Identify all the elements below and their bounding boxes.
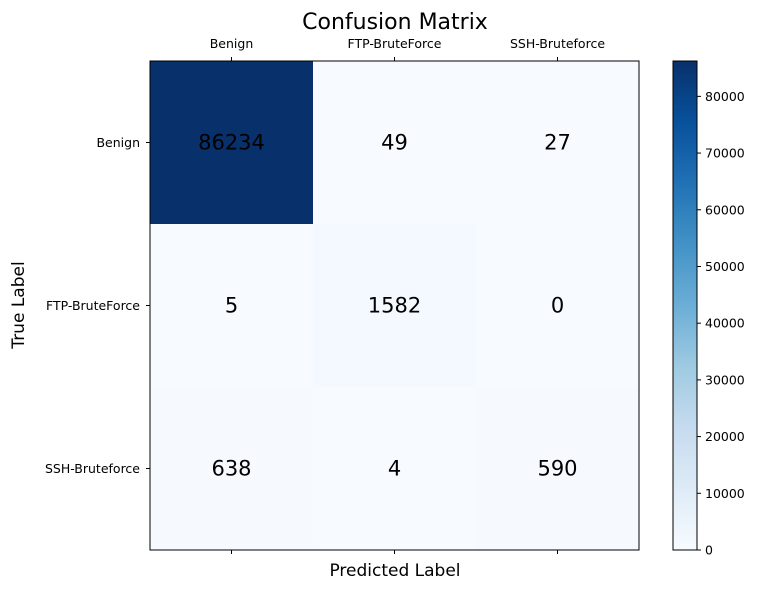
heatmap-cell	[476, 224, 640, 388]
colorbar	[672, 60, 698, 551]
colorbar-tick-label: 0	[705, 543, 713, 558]
heatmap-cell-labels: 86234 49 27 5 1582 0 638 4 590	[198, 131, 577, 481]
y-axis-label: True Label	[9, 261, 29, 349]
heatmap-cell-label: 590	[537, 457, 577, 481]
heatmap-cell-label: 638	[211, 457, 251, 481]
x-tick-label: Benign	[210, 36, 254, 51]
x-tick-label: SSH-Bruteforce	[510, 36, 605, 51]
heatmap-cell-label: 1582	[368, 294, 421, 318]
y-axis-ticks: Benign FTP-BruteForce SSH-Bruteforce	[45, 135, 150, 476]
colorbar-tick-label: 80000	[705, 89, 745, 104]
heatmap-cell	[313, 61, 477, 225]
heatmap-cell-label: 49	[381, 131, 408, 155]
y-tick-label: FTP-BruteForce	[46, 298, 140, 313]
heatmap-cell-label: 27	[544, 131, 571, 155]
colorbar-ticks: 0 10000 20000 30000 40000 50000 60000 70000 8000…	[697, 89, 745, 558]
chart-title: Confusion Matrix	[302, 10, 488, 35]
y-tick-label: SSH-Bruteforce	[45, 461, 140, 476]
y-tick-label: Benign	[96, 135, 140, 150]
heatmap-cell	[476, 387, 640, 551]
colorbar-tick-label: 60000	[705, 202, 745, 217]
heatmap-cell-label: 4	[388, 457, 401, 481]
heatmap-cells	[150, 61, 640, 551]
x-tick-label: FTP-BruteForce	[348, 36, 442, 51]
heatmap-cell-label: 0	[551, 294, 564, 318]
heatmap-cell-label: 5	[225, 294, 238, 318]
colorbar-tick-label: 10000	[705, 486, 745, 501]
heatmap-cell	[313, 224, 477, 388]
heatmap-cell-label: 86234	[198, 131, 265, 155]
heatmap-cell	[150, 61, 314, 225]
heatmap-cell	[150, 224, 314, 388]
heatmap-cell	[150, 387, 314, 551]
colorbar-tick-label: 30000	[705, 372, 745, 387]
colorbar-tick-label: 70000	[705, 146, 745, 161]
x-axis-ticks: Benign FTP-BruteForce SSH-Bruteforce	[210, 36, 605, 554]
colorbar-tick-label: 20000	[705, 429, 745, 444]
colorbar-tick-label: 50000	[705, 259, 745, 274]
colorbar-tick-label: 40000	[705, 316, 745, 331]
heatmap-cell	[313, 387, 477, 551]
heatmap-cell	[476, 61, 640, 225]
x-axis-label: Predicted Label	[329, 561, 460, 581]
